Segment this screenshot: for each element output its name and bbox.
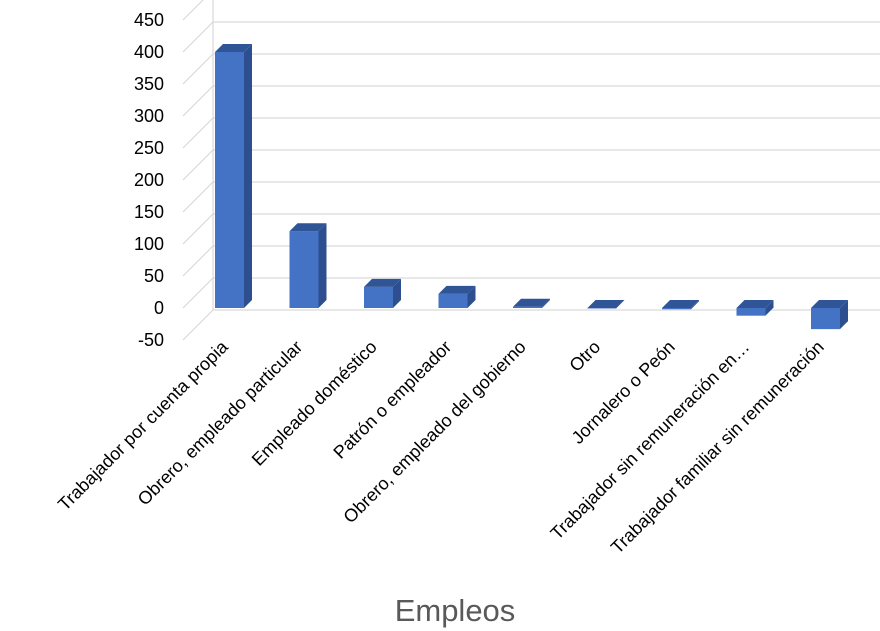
y-tick-label: 300 — [134, 106, 164, 126]
bar-top — [438, 285, 476, 294]
bar — [438, 285, 476, 308]
bar-front — [364, 286, 393, 308]
gridline — [182, 213, 880, 245]
bar-side — [542, 298, 550, 308]
bar — [662, 300, 699, 310]
gridline — [182, 117, 880, 149]
bar-side — [765, 300, 774, 316]
bar-top — [736, 300, 774, 308]
y-tick-label: 350 — [134, 74, 164, 94]
bar-top — [289, 223, 327, 232]
bar-top — [662, 300, 699, 308]
gridline — [182, 53, 880, 85]
bar — [587, 300, 625, 309]
bar-top — [811, 300, 848, 308]
x-axis-title: Empleos — [395, 593, 516, 628]
gridline — [182, 309, 880, 341]
bar-front — [736, 308, 766, 316]
bar-top — [215, 44, 252, 52]
bars — [215, 44, 848, 330]
bar — [811, 300, 848, 330]
bar-side — [691, 300, 699, 310]
y-tick-label: -50 — [138, 330, 164, 350]
gridline — [182, 245, 880, 277]
bar-top — [364, 278, 401, 287]
y-tick-label: 450 — [134, 10, 164, 30]
y-tick-label: 0 — [154, 298, 164, 318]
x-category-label: Empleado doméstico — [248, 337, 381, 470]
x-category-label: Otro — [565, 337, 604, 376]
bar — [289, 223, 327, 308]
bar — [513, 298, 550, 308]
gridline — [182, 181, 880, 213]
y-tick-label: 200 — [134, 170, 164, 190]
bar-top — [513, 298, 550, 307]
bar — [736, 300, 774, 316]
bar — [364, 278, 401, 308]
bar-front — [513, 306, 542, 308]
gridline — [182, 0, 204, 21]
y-tick-label: 250 — [134, 138, 164, 158]
gridline — [182, 85, 880, 117]
bar-side — [840, 300, 848, 330]
bar-front — [215, 52, 244, 308]
y-tick-label: 100 — [134, 234, 164, 254]
bar-front — [811, 308, 840, 330]
y-tick-label: 150 — [134, 202, 164, 222]
y-axis-ticks: 450 400 350 300 250 200 150 100 50 0 -50 — [134, 10, 164, 350]
bar-top — [587, 300, 625, 308]
gridline — [182, 149, 880, 181]
bar-side — [467, 285, 476, 308]
gridline — [182, 21, 880, 53]
y-tick-label: 50 — [144, 266, 164, 286]
gridlines — [182, 0, 880, 341]
bar-side — [244, 44, 252, 308]
bar-front — [662, 308, 691, 310]
bar — [215, 44, 252, 308]
bar-front — [438, 293, 468, 308]
bar-side — [393, 278, 401, 308]
bar-front — [289, 231, 319, 308]
bar-side — [318, 223, 327, 308]
bar-front — [587, 308, 617, 309]
y-tick-label: 400 — [134, 42, 164, 62]
